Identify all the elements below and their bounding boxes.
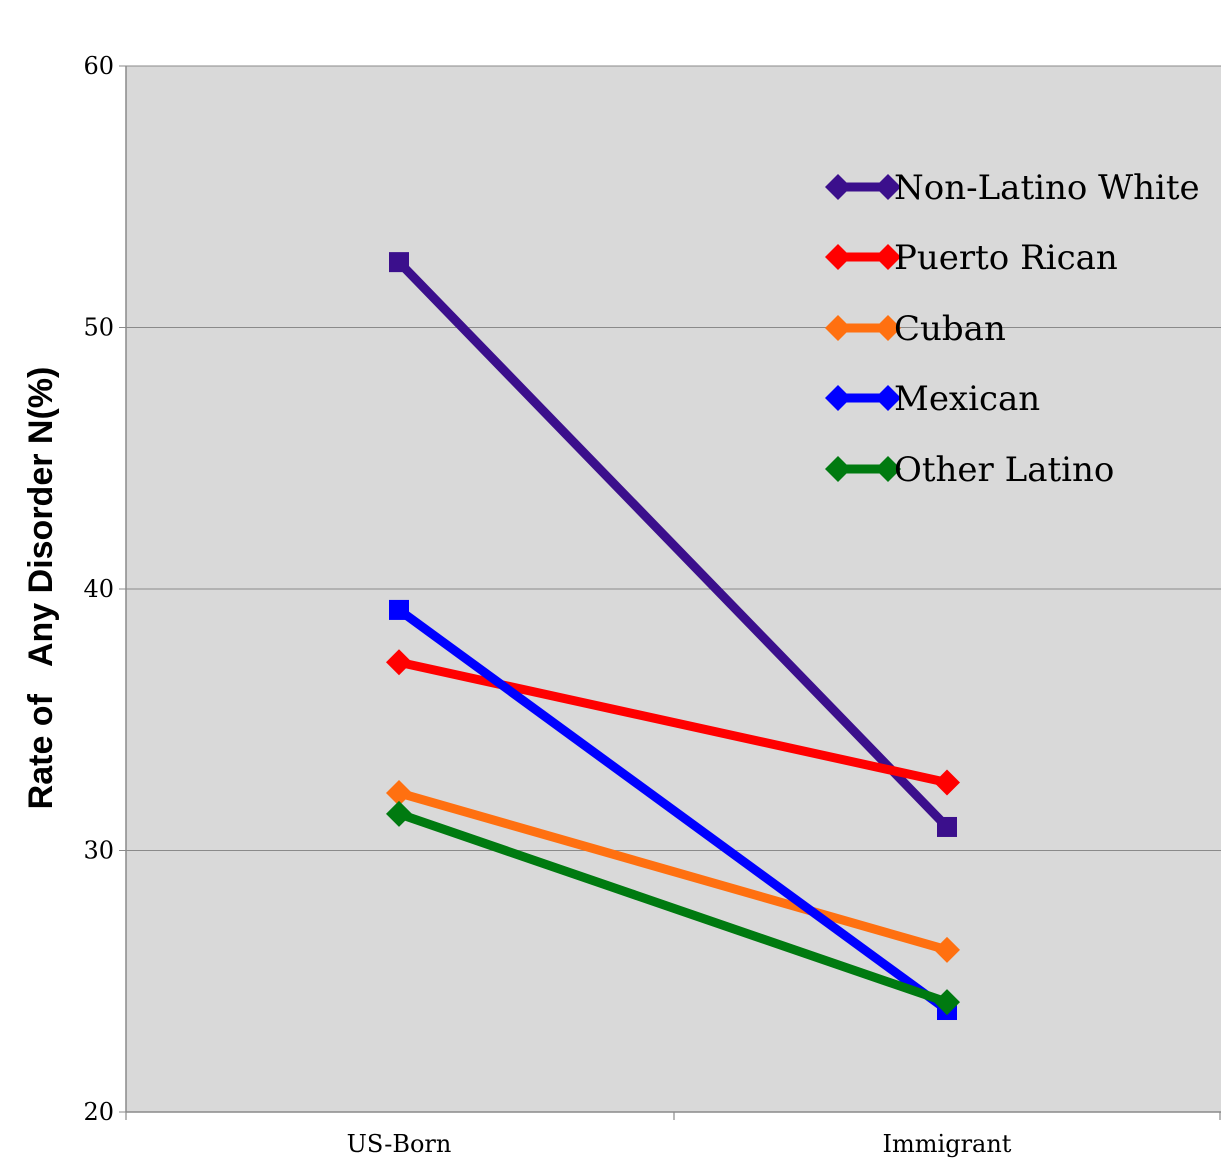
series-line-mexican: [396, 606, 950, 1014]
x-tick-label: US-Born: [347, 1130, 452, 1158]
legend-label: Puerto Rican: [894, 238, 1118, 278]
legend-item-non-latino-white: Non-Latino White: [825, 168, 1200, 208]
y-tick-label: 40: [83, 575, 114, 603]
y-tick-labels: 20 30 40 50 60: [83, 52, 114, 1126]
legend-marker: [825, 244, 851, 270]
legend-label: Mexican: [894, 379, 1040, 419]
legend-label: Other Latino: [894, 450, 1114, 490]
y-axis-title: Rate of Any Disorder N(%): [22, 367, 60, 810]
data-point-mexican-0: [389, 599, 409, 620]
y-tick-label: 60: [83, 52, 114, 80]
legend: Non-Latino White Puerto Rican Cuban Mexican…: [825, 168, 1200, 490]
legend-marker: [875, 315, 901, 341]
legend-marker: [875, 174, 901, 200]
legend-marker: [875, 244, 901, 270]
legend-label: Non-Latino White: [894, 168, 1200, 208]
y-tick-label: 20: [83, 1098, 114, 1126]
grid-lines: [126, 65, 1221, 851]
data-point-non-latino-white-0: [389, 252, 409, 273]
series-line-other-latino: [397, 809, 949, 1007]
data-point-other-latino-1: [934, 989, 960, 1016]
series-line-cuban: [397, 788, 949, 955]
axes: [119, 65, 1221, 1120]
series-line-non-latino-white: [395, 258, 951, 831]
legend-label: Cuban: [894, 309, 1006, 349]
data-point-puerto-rican-1: [934, 769, 960, 796]
legend-marker: [825, 174, 851, 200]
legend-marker: [825, 456, 851, 482]
x-tick-labels: US-Born Immigrant: [347, 1130, 1012, 1158]
legend-marker: [825, 315, 851, 341]
legend-item-cuban: Cuban: [825, 309, 1006, 349]
y-tick-label: 50: [83, 314, 114, 342]
legend-marker: [875, 456, 901, 482]
data-point-puerto-rican-0: [386, 649, 412, 676]
legend-item-mexican: Mexican: [825, 379, 1040, 419]
y-tick-label: 30: [83, 837, 114, 865]
legend-item-puerto-rican: Puerto Rican: [825, 238, 1118, 278]
legend-marker: [875, 385, 901, 411]
legend-marker: [825, 385, 851, 411]
x-tick-label: Immigrant: [883, 1130, 1012, 1158]
series-lines: [395, 258, 951, 1014]
series-line-puerto-rican: [398, 657, 948, 787]
data-point-non-latino-white-1: [937, 816, 957, 837]
data-point-cuban-0: [386, 779, 412, 806]
data-point-cuban-1: [934, 936, 960, 963]
legend-item-other-latino: Other Latino: [825, 450, 1114, 490]
series-markers: [386, 252, 960, 1021]
data-point-other-latino-0: [386, 800, 412, 827]
